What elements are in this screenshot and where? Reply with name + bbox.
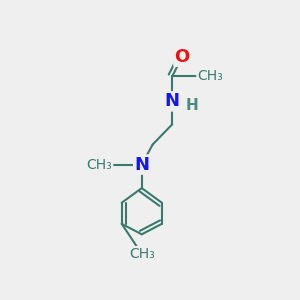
Text: N: N	[165, 92, 180, 110]
Text: O: O	[175, 48, 190, 66]
Text: CH₃: CH₃	[87, 158, 112, 172]
Text: CH₃: CH₃	[197, 69, 223, 83]
Text: N: N	[134, 156, 149, 174]
Text: H: H	[185, 98, 198, 112]
Text: CH₃: CH₃	[129, 247, 154, 261]
